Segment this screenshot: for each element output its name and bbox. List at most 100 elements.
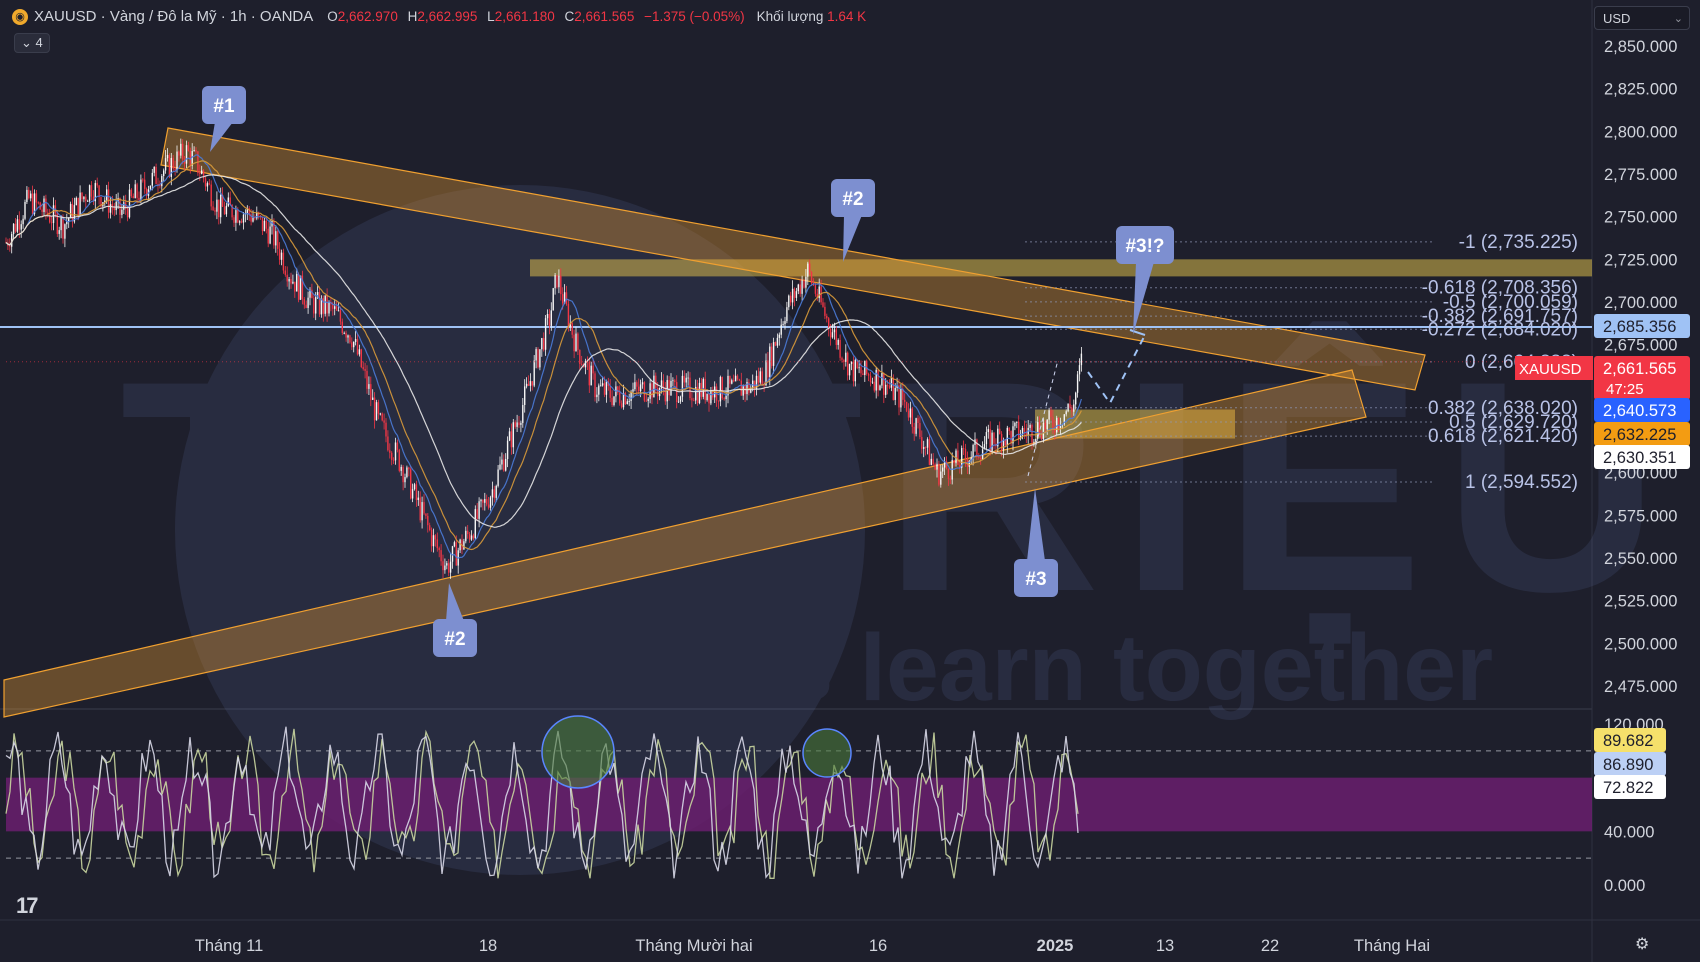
candle	[875, 366, 877, 399]
candle-body	[216, 199, 218, 212]
candle-body	[345, 332, 347, 338]
candle	[1018, 415, 1020, 446]
candle-body	[465, 530, 467, 542]
candle-body	[801, 280, 803, 294]
candle	[894, 383, 896, 406]
candle-body	[427, 515, 429, 526]
candle	[584, 358, 587, 375]
candle-body	[520, 422, 522, 425]
candle-body	[191, 151, 193, 166]
candle	[311, 283, 313, 299]
callout-3[interactable]: #3	[1014, 488, 1058, 597]
candle-body	[221, 194, 224, 207]
candle-body	[788, 295, 790, 308]
candle-body	[679, 396, 682, 402]
currency-select[interactable]: USD ⌄	[1594, 6, 1690, 30]
candle-body	[772, 342, 775, 366]
candle	[778, 332, 780, 346]
candle-body	[993, 432, 995, 444]
candle	[239, 220, 241, 226]
candle	[292, 274, 294, 285]
candle-body	[790, 295, 792, 303]
candle-body	[685, 377, 687, 383]
candle	[898, 378, 900, 416]
candle	[510, 423, 513, 455]
price-tag[interactable]: 2,640.573	[1594, 398, 1690, 422]
descending-channel	[160, 127, 1426, 391]
candle	[94, 180, 96, 210]
candle-body	[611, 397, 613, 406]
price-axis-tick: 2,700.000	[1604, 294, 1677, 312]
candle-body	[839, 339, 841, 358]
ohlc-close-label: C	[564, 9, 575, 24]
bar-countdown: 47:25	[1606, 381, 1644, 398]
candle-body	[1076, 374, 1079, 393]
candle-body	[14, 223, 17, 232]
candle-body	[166, 154, 169, 159]
candle-body	[383, 420, 385, 423]
candle-body	[208, 183, 210, 185]
candle-body	[676, 382, 678, 403]
tradingview-logo-icon[interactable]: 17	[16, 893, 39, 918]
rsi-value-tag-box	[1594, 728, 1666, 752]
price-tag[interactable]: 2,630.351	[1594, 445, 1690, 469]
candle	[624, 391, 627, 406]
price-tag-box	[1594, 398, 1690, 422]
candle-body	[170, 157, 172, 177]
candle-body	[240, 221, 243, 223]
indicator-collapse-button[interactable]: ⌄ 4	[14, 33, 50, 53]
candle-body	[959, 464, 961, 468]
candle	[172, 154, 174, 172]
price-tag[interactable]: XAUUSD 2,661.565 47:25	[1515, 356, 1690, 400]
candle	[573, 329, 575, 359]
callout-3-question[interactable]: #3!?	[1116, 226, 1174, 335]
price-axis-tick: 2,850.000	[1604, 38, 1677, 56]
callout-2-bottom[interactable]: #2	[433, 583, 477, 657]
candle	[748, 379, 750, 396]
candle	[983, 436, 986, 450]
candle-body	[128, 189, 131, 218]
candle	[64, 223, 66, 248]
candle	[677, 396, 680, 403]
candle-body	[1073, 404, 1075, 412]
candle-body	[672, 380, 674, 382]
currency-value: USD	[1603, 11, 1631, 26]
candle	[301, 270, 304, 305]
price-tag[interactable]: 2,685.356	[1594, 314, 1690, 338]
candle	[87, 199, 89, 202]
callout-2-top[interactable]: #2	[831, 179, 875, 262]
candle	[324, 295, 326, 317]
candle	[280, 249, 283, 266]
candle-body	[478, 501, 480, 519]
callout-bubble	[1116, 226, 1174, 264]
candle-body	[389, 450, 391, 453]
candle	[601, 376, 604, 387]
candle-body	[793, 288, 796, 298]
callout-1[interactable]: #1	[202, 86, 246, 152]
candle-body	[942, 467, 944, 472]
candle	[290, 272, 292, 289]
candle-body	[590, 365, 592, 386]
gear-icon[interactable]: ⚙	[1635, 936, 1650, 953]
candle-body	[1048, 410, 1050, 420]
candle-body	[592, 365, 594, 374]
candle	[273, 218, 275, 249]
candle-body	[43, 198, 45, 212]
candle	[1012, 420, 1014, 451]
candle-body	[353, 341, 355, 348]
candle-body	[949, 478, 951, 480]
candle-body	[491, 489, 494, 498]
candle-body	[1046, 419, 1048, 430]
candle-body	[531, 381, 533, 386]
candle-body	[662, 380, 665, 389]
candle-body	[930, 458, 932, 465]
price-tag[interactable]: 2,632.225	[1594, 422, 1690, 446]
candle	[69, 201, 72, 219]
candle-body	[976, 439, 978, 457]
candle-body	[307, 297, 309, 309]
candle	[305, 300, 307, 309]
symbol-title[interactable]: XAUUSD · Vàng / Đô la Mỹ · 1h · OANDA	[34, 8, 314, 25]
candle-body	[1038, 422, 1041, 436]
candle	[349, 334, 351, 344]
